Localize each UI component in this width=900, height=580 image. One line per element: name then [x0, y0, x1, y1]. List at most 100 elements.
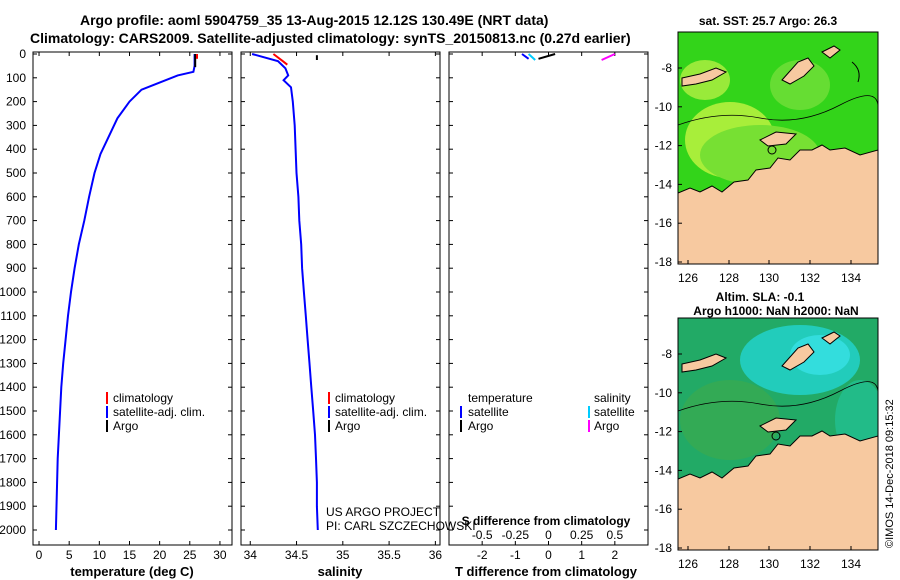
- map-y-tick-label: -8: [661, 61, 672, 75]
- x-tick-label: 34.5: [285, 548, 309, 562]
- difference-xlabel: T difference from climatology: [455, 564, 638, 579]
- sla-land-island-1: [681, 353, 728, 373]
- map-y-tick-label: -12: [655, 139, 673, 153]
- depth-tick-label: 2000: [0, 523, 26, 537]
- depth-tick-label: 700: [6, 214, 26, 228]
- x-tick-label-t: 0: [545, 548, 552, 562]
- sst-land-island-2: [821, 45, 841, 59]
- series-line-salinity-satellite: [527, 53, 536, 61]
- legend-label-satclim: satellite-adj. clim.: [113, 405, 205, 419]
- legend-title-salinity: salinity: [594, 391, 631, 405]
- sla-map-frame: [677, 317, 879, 551]
- depth-tick-label: 400: [6, 142, 26, 156]
- depth-tick-label: 200: [6, 95, 26, 109]
- map-y-tick-label: -10: [655, 386, 673, 400]
- legend-label-climatology: climatology: [113, 391, 173, 405]
- sla-low-patch: [680, 380, 780, 460]
- x-tick-label-s: -0.5: [472, 528, 493, 542]
- x-tick-label: 35: [336, 548, 350, 562]
- map-x-tick-label: 134: [841, 271, 861, 285]
- sst-map-axes: 126 128 130 132 134 -8 -10 -12 -14 -16 -18: [655, 61, 862, 285]
- sla-land-island-2: [821, 331, 841, 345]
- map-x-tick-label: 130: [759, 557, 779, 571]
- title-line-1: Argo profile: aoml 5904759_35 13-Aug-201…: [80, 12, 548, 28]
- legend-label-t-argo: Argo: [468, 419, 494, 433]
- depth-tick-label: 500: [6, 166, 26, 180]
- sst-land-tiwi: [759, 131, 798, 147]
- depth-tick-label: 1000: [0, 285, 26, 299]
- map-x-tick-label: 128: [719, 271, 739, 285]
- depth-tick-label: 1500: [0, 404, 26, 418]
- depth-tick-label: 0: [19, 47, 26, 61]
- argo-location-marker: [767, 145, 777, 155]
- map-y-tick-label: -14: [655, 177, 673, 191]
- temperature-xlabel: temperature (deg C): [70, 564, 194, 579]
- temperature-legend: climatology satellite-adj. clim. Argo: [106, 391, 205, 433]
- depth-tick-label: 1400: [0, 380, 26, 394]
- series-line-climatology: [272, 53, 288, 66]
- sla-map-title-2: Argo h1000: NaN h2000: NaN: [693, 304, 858, 318]
- legend-label-argo: Argo: [113, 419, 139, 433]
- x-tick-label: 0: [36, 548, 43, 562]
- temperature-panel-frame: [32, 51, 233, 546]
- depth-tick-label: 1900: [0, 499, 26, 513]
- sla-map: [677, 317, 879, 551]
- legend-label-argo: Argo: [335, 419, 361, 433]
- depth-tick-label: 100: [6, 71, 26, 85]
- map-x-tick-label: 132: [800, 271, 820, 285]
- x-tick-label-s: 0: [545, 528, 552, 542]
- map-x-tick-label: 128: [719, 557, 739, 571]
- map-y-tick-label: -18: [655, 255, 673, 269]
- salinity-legend: climatology satellite-adj. clim. Argo: [328, 391, 427, 433]
- x-tick-label-t: -1: [510, 548, 521, 562]
- s-difference-xlabel: S difference from climatology: [462, 514, 631, 528]
- depth-tick-label: 1600: [0, 428, 26, 442]
- depth-tick-label: 1100: [0, 309, 26, 323]
- legend-label-satclim: satellite-adj. clim.: [335, 405, 427, 419]
- pi-annotation: PI: CARL SZCZECHOWSKI: [326, 519, 476, 533]
- depth-tick-label: 1700: [0, 452, 26, 466]
- map-y-tick-label: -12: [655, 425, 673, 439]
- legend-label-s-satellite: satellite: [594, 405, 635, 419]
- sla-map-title-1: Altim. SLA: -0.1: [716, 290, 805, 304]
- depth-axis: 0 100 200 300 400 500 600 700 800 900 1000 1100 1200…: [0, 47, 26, 537]
- sla-land-timor: [781, 343, 815, 371]
- depth-tick-label: 600: [6, 190, 26, 204]
- sst-map: [677, 31, 879, 265]
- sst-land-timor: [781, 57, 815, 85]
- depth-tick-label: 1200: [0, 333, 26, 347]
- x-tick-label-s: -0.25: [502, 528, 530, 542]
- legend-title-temperature: temperature: [468, 391, 533, 405]
- map-x-tick-label: 130: [759, 271, 779, 285]
- legend-label-t-satellite: satellite: [468, 405, 509, 419]
- x-tick-label-t: -2: [477, 548, 488, 562]
- depth-tick-label: 800: [6, 237, 26, 251]
- x-tick-label: 36: [429, 548, 443, 562]
- sst-map-frame: [677, 31, 879, 265]
- map-x-tick-label: 126: [678, 271, 698, 285]
- map-x-tick-label: 132: [800, 557, 820, 571]
- sst-map-title: sat. SST: 25.7 Argo: 26.3: [699, 14, 838, 28]
- series-line-temperature-argo: [538, 53, 556, 60]
- x-tick-label: 30: [213, 548, 227, 562]
- depth-tick-label: 1800: [0, 475, 26, 489]
- project-annotation: US ARGO PROJECT: [326, 505, 441, 519]
- x-tick-label-s: 0.5: [606, 528, 623, 542]
- map-x-tick-label: 134: [841, 557, 861, 571]
- difference-legend: temperature salinity satellite Argo sate…: [460, 391, 635, 433]
- map-x-tick-label: 126: [678, 557, 698, 571]
- legend-label-s-argo: Argo: [594, 419, 620, 433]
- difference-panel-frame: [448, 51, 649, 546]
- depth-tick-label: 900: [6, 261, 26, 275]
- map-y-tick-label: -10: [655, 100, 673, 114]
- title-line-2: Climatology: CARS2009. Satellite-adjuste…: [30, 30, 631, 46]
- x-tick-label: 35.5: [377, 548, 401, 562]
- x-tick-label: 25: [183, 548, 197, 562]
- sst-contour: [678, 95, 878, 126]
- x-tick-label: 15: [123, 548, 137, 562]
- depth-tick-label: 1300: [0, 356, 26, 370]
- imos-credit: ©IMOS 14-Dec-2018 09:15:32: [884, 399, 896, 548]
- sla-contour: [678, 381, 878, 412]
- map-y-tick-label: -14: [655, 463, 673, 477]
- depth-tick-label: 300: [6, 118, 26, 132]
